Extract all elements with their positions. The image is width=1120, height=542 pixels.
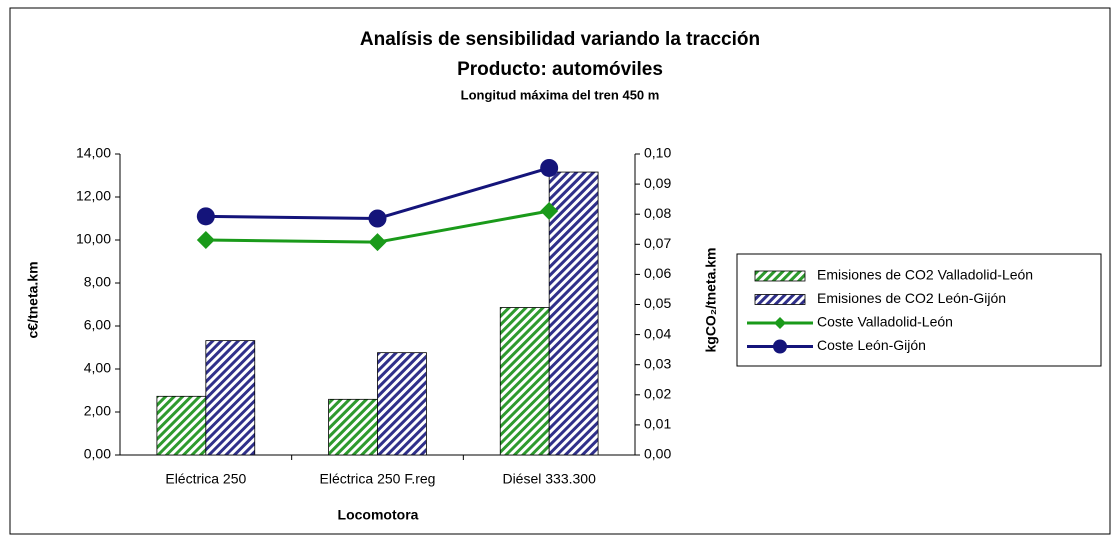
bar	[205, 340, 256, 456]
legend-label: Coste Valladolid-León	[817, 314, 953, 330]
x-tick-label: Diésel 333.300	[502, 471, 596, 487]
bar	[548, 171, 599, 456]
y2-tick-label: 0,06	[644, 265, 671, 281]
marker	[773, 339, 787, 354]
chart-title: Analísis de sensibilidad variando la tra…	[360, 29, 760, 50]
y2-tick-label: 0,01	[644, 416, 671, 432]
y2-tick-label: 0,09	[644, 175, 671, 191]
y2-tick-label: 0,02	[644, 386, 671, 402]
x-tick-label: Eléctrica 250	[165, 471, 246, 487]
y-tick-label: 12,00	[76, 188, 111, 204]
y2-tick-label: 0,07	[644, 235, 671, 251]
legend-swatch	[754, 270, 806, 282]
marker	[368, 209, 387, 228]
y-tick-label: 4,00	[84, 360, 111, 376]
marker	[368, 233, 387, 252]
chart-subtitle: Producto: automóviles	[457, 59, 663, 80]
marker	[774, 317, 786, 329]
bar	[328, 398, 378, 456]
y2-tick-label: 0,10	[644, 145, 671, 161]
legend-label: Emisiones de CO2 León-Gijón	[817, 290, 1006, 306]
y2-tick-label: 0,04	[644, 325, 671, 341]
y-tick-label: 8,00	[84, 274, 111, 290]
y-axis-label: c€/tneta.km	[25, 261, 41, 338]
legend-swatch	[754, 294, 806, 305]
chart-note: Longitud máxima del tren 450 m	[461, 87, 660, 102]
y-tick-label: 0,00	[84, 446, 111, 462]
y2-tick-label: 0,05	[644, 295, 671, 311]
bar	[156, 395, 207, 456]
x-tick-label: Eléctrica 250 F.reg	[320, 471, 436, 487]
y2-tick-label: 0,03	[644, 355, 671, 371]
bar	[377, 352, 427, 456]
marker	[540, 158, 559, 177]
x-axis-label: Locomotora	[338, 507, 419, 523]
y-tick-label: 2,00	[84, 403, 111, 419]
y2-tick-label: 0,08	[644, 205, 671, 221]
legend-label: Coste León-Gijón	[817, 337, 926, 353]
bar	[499, 307, 550, 456]
marker	[196, 207, 215, 226]
legend-label: Emisiones de CO2 Valladolid-León	[817, 267, 1033, 283]
y-tick-label: 10,00	[76, 231, 111, 247]
y2-tick-label: 0,00	[644, 446, 671, 462]
marker	[540, 201, 559, 220]
y2-axis-label: kgCO₂/tneta.km	[703, 247, 719, 352]
marker	[196, 231, 215, 249]
y-tick-label: 6,00	[84, 317, 111, 333]
y-tick-label: 14,00	[76, 145, 111, 161]
